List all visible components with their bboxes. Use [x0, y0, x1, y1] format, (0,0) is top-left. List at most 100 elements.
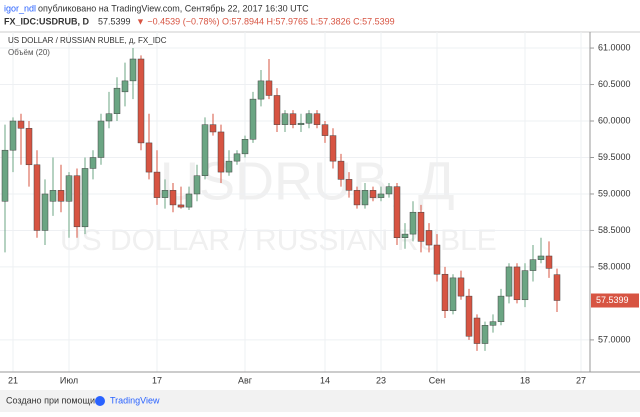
made-with: Создано при помощи — [6, 395, 95, 405]
price: 57.5399 — [98, 16, 131, 26]
candle-body — [417, 211, 425, 242]
x-tick-label: 23 — [376, 375, 386, 385]
candle-body — [81, 168, 89, 228]
last-price-box — [591, 293, 639, 308]
brand[interactable]: TradingView — [110, 395, 160, 405]
y-tick-label: 59.0000 — [598, 188, 631, 198]
candle-body — [513, 266, 521, 301]
candle-body — [433, 244, 441, 275]
candle-body — [489, 321, 497, 326]
x-tick-label: Сен — [429, 375, 446, 385]
last-price-label: 57.5399 — [596, 295, 629, 305]
candle-body — [257, 80, 265, 100]
x-tick-label: 17 — [152, 375, 162, 385]
x-tick-label: 14 — [320, 375, 330, 385]
candle-body — [225, 160, 233, 173]
candle-body — [137, 58, 145, 144]
candle-body — [497, 295, 505, 322]
x-tick-label: 18 — [520, 375, 530, 385]
footer-bg — [0, 390, 640, 412]
candle-body — [457, 277, 465, 297]
published: опубликовано на TradingView.com, Сентябр… — [38, 3, 309, 13]
candle-body — [273, 95, 281, 125]
candle-body — [553, 274, 561, 301]
x-tick-label: Июл — [60, 375, 78, 385]
chart-subtitle: Объём (20) — [8, 48, 50, 57]
candle-body — [57, 190, 65, 202]
candle-body — [193, 175, 201, 195]
candle-body — [401, 233, 409, 239]
candle-body — [41, 193, 49, 231]
candle-body — [185, 193, 193, 208]
x-tick-label: 21 — [8, 375, 18, 385]
candle-body — [337, 160, 345, 180]
watermark: USDRUB, Д — [160, 151, 455, 211]
change: ▼ −0.4539 (−0.78%) — [136, 16, 219, 26]
y-tick-label: 57.0000 — [598, 334, 631, 344]
brand-logo — [95, 396, 105, 406]
candle-body — [73, 175, 81, 228]
author[interactable]: igor_ndl — [4, 3, 36, 13]
candle-body — [545, 255, 553, 269]
candle-body — [505, 266, 513, 297]
candle-body — [113, 87, 121, 114]
candle-body — [241, 139, 249, 155]
candle-body — [345, 179, 353, 191]
candle-body — [9, 120, 17, 151]
candle-body — [425, 230, 433, 246]
candle-body — [201, 124, 209, 176]
candle-body — [265, 80, 273, 96]
y-tick-label: 59.5000 — [598, 152, 631, 162]
y-tick-label: 60.5000 — [598, 79, 631, 89]
candle-body — [361, 190, 369, 206]
candle-body — [537, 255, 545, 260]
candle-body — [17, 120, 25, 129]
candle-body — [377, 193, 385, 198]
header-bg — [0, 0, 640, 32]
candle-body — [25, 128, 33, 166]
candle-body — [481, 325, 489, 344]
candle-body — [161, 190, 169, 198]
ohlc: O:57.8944 H:57.9765 L:57.3826 C:57.5399 — [222, 16, 395, 26]
candle-body — [1, 149, 9, 202]
candle-body — [409, 211, 417, 235]
candle-body — [233, 153, 241, 162]
candle-body — [385, 186, 393, 195]
y-tick-label: 58.5000 — [598, 225, 631, 235]
candle-body — [121, 80, 129, 93]
candle-body — [105, 113, 113, 122]
candle-body — [321, 124, 329, 136]
candle-body — [441, 273, 449, 311]
candle-body — [153, 171, 161, 198]
candle-body — [97, 120, 105, 158]
candle-body — [393, 186, 401, 239]
candle-body — [305, 113, 313, 124]
candle-body — [369, 190, 377, 198]
candle-body — [65, 175, 73, 202]
candle-body — [217, 131, 225, 173]
y-tick-label: 58.0000 — [598, 261, 631, 271]
candle-body — [465, 295, 473, 337]
chart-title: US DOLLAR / RUSSIAN RUBLE, д, FX_IDC — [8, 36, 167, 45]
candle-body — [313, 113, 321, 125]
candle-body — [289, 113, 297, 125]
symbol: FX_IDC:USDRUB, D — [4, 16, 90, 26]
candle-body — [353, 190, 361, 206]
candle-body — [281, 113, 289, 125]
x-tick-label: 27 — [576, 375, 586, 385]
candle-body — [473, 317, 481, 344]
y-tick-label: 60.0000 — [598, 115, 631, 125]
candle-body — [89, 157, 97, 169]
x-tick-label: Авг — [238, 375, 253, 385]
candle-body — [129, 58, 137, 82]
candle-body — [449, 277, 457, 311]
candle-body — [297, 122, 305, 125]
candle-body — [521, 270, 529, 301]
candle-body — [169, 190, 177, 206]
candle-body — [33, 164, 41, 231]
candle-body — [145, 142, 153, 173]
candle-body — [529, 259, 537, 271]
candle-body — [329, 135, 337, 162]
